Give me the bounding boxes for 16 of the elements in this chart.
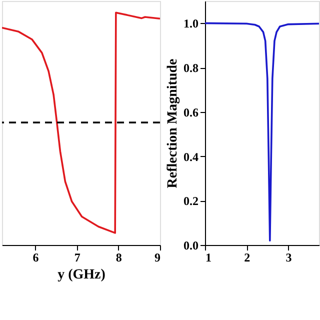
x-tick-label: 8 (116, 250, 122, 264)
x-tick-label: 1 (206, 250, 212, 264)
y-tick-label: 0.0 (184, 238, 198, 252)
x-tick-label: 6 (32, 250, 39, 264)
y-tick-label: 0.8 (184, 61, 198, 76)
y-tick-label: 1.0 (184, 16, 198, 31)
x-tick-label: 3 (286, 250, 292, 264)
line-series (205, 22, 319, 242)
x-tick-label: 7 (74, 250, 80, 264)
x-tick-label: 2 (244, 250, 250, 264)
y-axis-title: Reflection Magnitude (166, 58, 180, 188)
x-tick-label: 9 (154, 250, 160, 264)
y-tick-label: 0.2 (184, 194, 198, 208)
y-tick-label: 0.6 (184, 105, 198, 120)
x-axis-title: y (GHz) (58, 268, 106, 282)
y-tick-label: 0.4 (184, 150, 198, 164)
